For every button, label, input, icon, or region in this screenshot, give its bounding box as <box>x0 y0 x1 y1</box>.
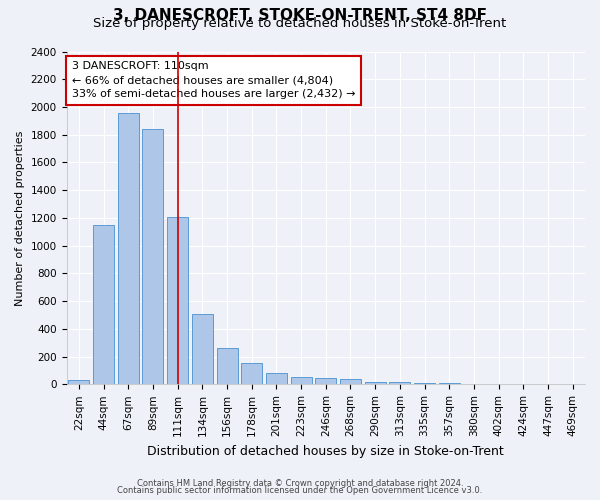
Text: Contains public sector information licensed under the Open Government Licence v3: Contains public sector information licen… <box>118 486 482 495</box>
Bar <box>266 373 287 384</box>
Bar <box>389 382 410 384</box>
Bar <box>439 383 460 384</box>
Bar <box>365 382 386 384</box>
Bar <box>217 348 238 385</box>
X-axis label: Distribution of detached houses by size in Stoke-on-Trent: Distribution of detached houses by size … <box>148 444 504 458</box>
Text: 3 DANESCROFT: 110sqm
← 66% of detached houses are smaller (4,804)
33% of semi-de: 3 DANESCROFT: 110sqm ← 66% of detached h… <box>72 62 355 100</box>
Bar <box>142 129 163 384</box>
Bar <box>414 383 435 384</box>
Text: Size of property relative to detached houses in Stoke-on-Trent: Size of property relative to detached ho… <box>94 18 506 30</box>
Bar <box>241 363 262 384</box>
Bar <box>290 378 311 384</box>
Text: Contains HM Land Registry data © Crown copyright and database right 2024.: Contains HM Land Registry data © Crown c… <box>137 478 463 488</box>
Bar <box>315 378 336 384</box>
Bar <box>340 380 361 384</box>
Bar <box>68 380 89 384</box>
Bar <box>167 216 188 384</box>
Y-axis label: Number of detached properties: Number of detached properties <box>15 130 25 306</box>
Bar <box>192 314 213 384</box>
Bar <box>93 225 114 384</box>
Bar <box>118 112 139 384</box>
Text: 3, DANESCROFT, STOKE-ON-TRENT, ST4 8DF: 3, DANESCROFT, STOKE-ON-TRENT, ST4 8DF <box>113 8 487 22</box>
